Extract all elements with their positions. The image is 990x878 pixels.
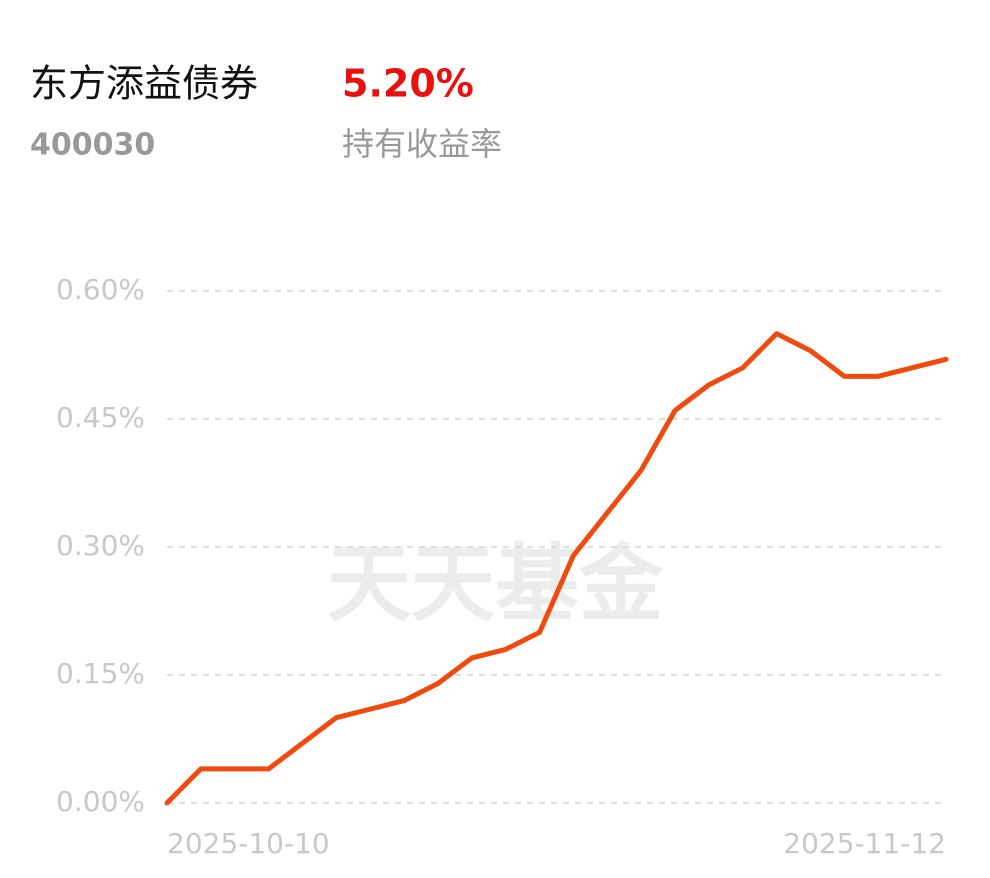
y-tick-label: 0.30% — [56, 529, 145, 562]
holding-return: 5.20% — [342, 62, 474, 106]
y-tick-label: 0.00% — [56, 785, 145, 818]
return-label: 持有收益率 — [342, 125, 502, 163]
fund-name: 东方添益债券 — [30, 62, 258, 106]
y-tick-label: 0.45% — [56, 401, 145, 434]
y-tick-label: 0.60% — [56, 273, 145, 306]
watermark: 天天基金 — [327, 535, 664, 633]
y-tick-label: 0.15% — [56, 657, 145, 690]
line — [164, 331, 949, 806]
fund-code: 400030 — [30, 128, 155, 163]
x-tick-label: 2025-10-10 — [167, 827, 330, 860]
x-tick-label: 2025-11-12 — [783, 827, 946, 860]
